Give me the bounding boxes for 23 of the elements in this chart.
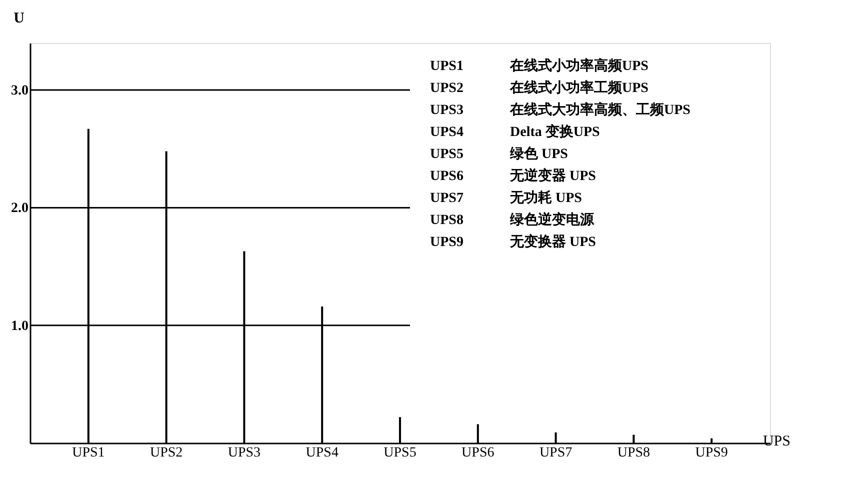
x-tick-label: UPS8 [617, 446, 650, 460]
text: UPS4 Delta 变换UPS [430, 125, 600, 140]
text: UPS1 在线式小功率高频UPS [430, 59, 648, 74]
x-axis-title: UPS [762, 434, 790, 450]
x-tick-label: UPS9 [695, 446, 728, 460]
text: UPS5 绿色 UPS [430, 147, 568, 162]
x-tick-label: UPS7 [539, 446, 572, 460]
text: UPS7 无功耗 UPS [430, 191, 582, 206]
y-tick-label: 3.0 [11, 84, 28, 99]
x-tick-label: UPS2 [150, 446, 183, 460]
x-tick-label: UPS4 [306, 446, 338, 460]
text: UPS6 无逆变器 UPS [430, 169, 596, 184]
y-axis-title: U [14, 10, 25, 26]
x-tick-label: UPS5 [384, 446, 416, 460]
x-tick-label: UPS6 [462, 446, 494, 460]
y-tick-label: 1.0 [11, 318, 28, 334]
text: UPS9 无变换器 UPS [430, 235, 596, 250]
x-tick-label: UPS1 [72, 446, 105, 460]
text: UPS3 在线式大功率高频、工频UPS [430, 103, 690, 118]
x-tick-label: UPS3 [228, 446, 261, 460]
text: UPS8 绿色逆变电源 [430, 213, 594, 228]
text: UPS2 在线式小功率工频UPS [430, 81, 648, 96]
y-tick-label: 2.0 [11, 201, 28, 216]
